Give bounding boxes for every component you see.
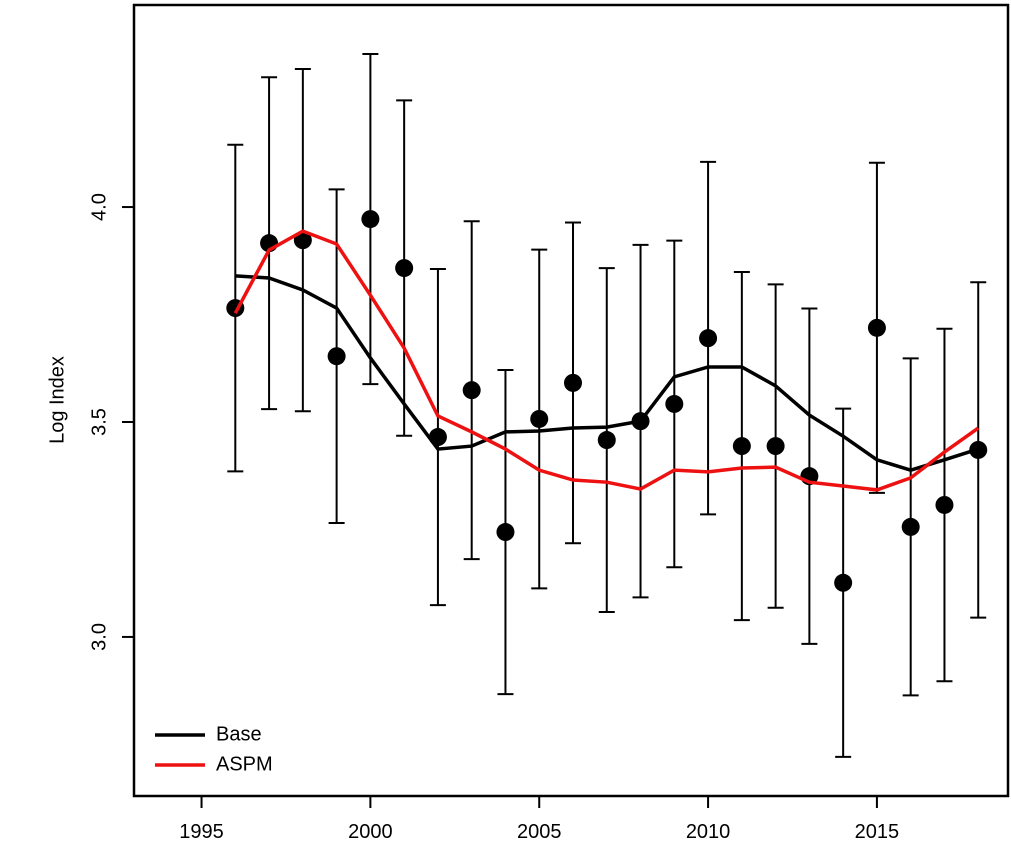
- legend-label: Base: [216, 723, 262, 745]
- plot-box: [132, 3, 1010, 798]
- observed-point: [564, 373, 582, 392]
- observed-point: [665, 394, 684, 413]
- observed-point: [293, 231, 312, 250]
- x-tick-label: 2000: [348, 821, 393, 843]
- observed-point: [462, 381, 481, 400]
- series-line: [233, 229, 980, 492]
- x-tick-label: 2015: [855, 821, 900, 843]
- x-tick-label: 2005: [517, 821, 562, 843]
- series-line: [235, 274, 979, 472]
- observed-point: [699, 329, 718, 348]
- observed-point: [361, 210, 380, 229]
- observed-point: [530, 409, 549, 428]
- observed-point: [732, 437, 751, 456]
- y-tick-label: 4.0: [88, 193, 110, 221]
- observed-point: [901, 517, 920, 536]
- observed-point: [867, 318, 886, 337]
- y-tick-label: 3.0: [88, 623, 110, 651]
- observed-point: [597, 431, 616, 450]
- observed-point: [395, 259, 414, 278]
- legend-label: ASPM: [216, 753, 273, 775]
- y-tick-label: 3.5: [88, 408, 110, 436]
- observed-point: [935, 495, 954, 514]
- y-axis-label: Log Index: [46, 356, 68, 444]
- x-tick-label: 2010: [686, 821, 731, 843]
- observed-point: [834, 573, 853, 592]
- observed-point: [327, 347, 346, 366]
- observed-point: [496, 523, 515, 542]
- observed-point: [766, 437, 785, 456]
- x-tick-label: 1995: [179, 821, 224, 843]
